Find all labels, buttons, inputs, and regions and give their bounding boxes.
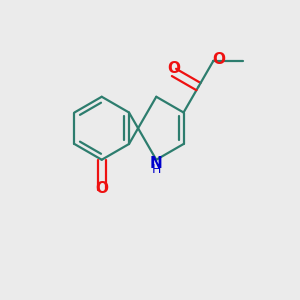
Text: H: H (152, 163, 161, 176)
Text: O: O (212, 52, 225, 67)
Text: N: N (150, 156, 163, 171)
Text: O: O (95, 181, 108, 196)
Text: O: O (167, 61, 181, 76)
